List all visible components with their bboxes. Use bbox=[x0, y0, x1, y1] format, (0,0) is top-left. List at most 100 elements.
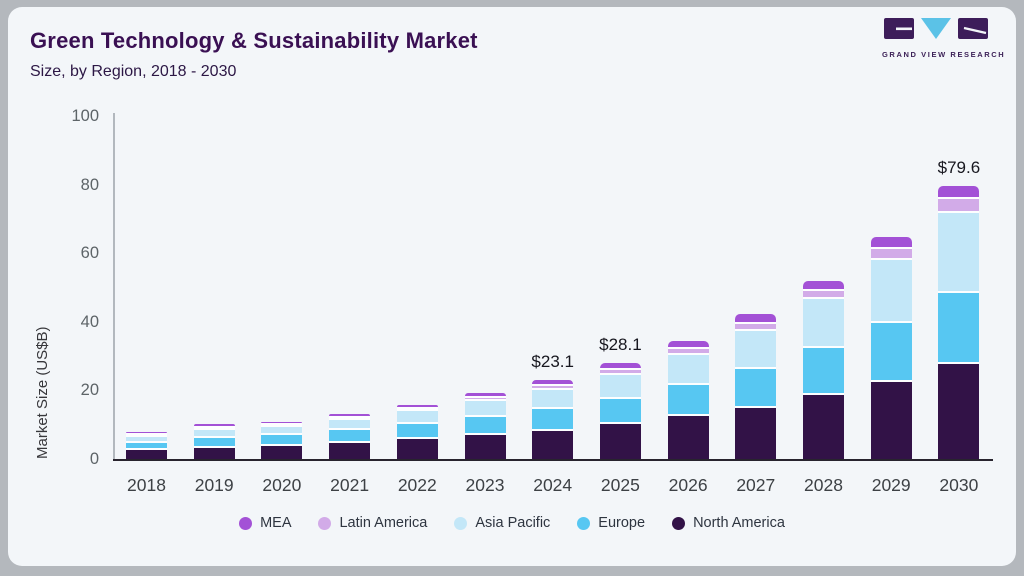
bar-segment-latin-america bbox=[938, 197, 980, 212]
bar-segment-north-america bbox=[396, 437, 438, 459]
bar-segment-north-america bbox=[735, 405, 777, 459]
legend-label-mea: MEA bbox=[260, 515, 292, 531]
x-tick-2028: 2028 bbox=[804, 475, 843, 495]
bar-2022 bbox=[396, 405, 438, 459]
x-tick-2029: 2029 bbox=[871, 475, 911, 495]
chart-plot-area: 0 20 40 60 80 100 2018 2019 2020 2021 2022 2023 $23.… bbox=[71, 107, 993, 495]
x-tick-2026: 2026 bbox=[668, 475, 708, 495]
legend-item-europe: Europe bbox=[577, 515, 645, 531]
legend-dot-asia-pacific bbox=[454, 516, 468, 530]
x-tick-2022: 2022 bbox=[397, 475, 437, 495]
legend-label-asia-pacific: Asia Pacific bbox=[475, 515, 551, 531]
bar-segment-mea bbox=[261, 421, 303, 424]
bar-segment-latin-america bbox=[464, 395, 506, 399]
legend-item-mea: MEA bbox=[239, 515, 291, 531]
bar-segment-north-america bbox=[938, 361, 980, 459]
bar-segment-asia-pacific bbox=[938, 211, 980, 291]
y-tick-100: 100 bbox=[71, 107, 99, 125]
bar-2025 bbox=[599, 362, 641, 459]
bar-value-label-2025: $28.1 bbox=[599, 334, 642, 354]
bar-segment-mea bbox=[870, 237, 912, 248]
grand-view-research-logo: GRAND VIEW RESEARCH bbox=[882, 18, 1006, 59]
bar-segment-latin-america bbox=[261, 423, 303, 426]
legend-label-north-america: North America bbox=[693, 515, 785, 531]
legend-item-north-america: North America bbox=[672, 515, 785, 531]
bar-segment-asia-pacific bbox=[667, 352, 709, 383]
chart-legend: MEA Latin America Asia Pacific Europe North … bbox=[8, 515, 1016, 531]
bar-segment-latin-america bbox=[803, 288, 844, 298]
x-axis-line bbox=[113, 459, 993, 461]
bar-segment-europe bbox=[532, 406, 574, 429]
bar-2021 bbox=[329, 413, 371, 459]
bar-segment-europe bbox=[329, 427, 371, 441]
bar-segment-asia-pacific bbox=[193, 427, 235, 437]
y-axis-line bbox=[113, 113, 115, 459]
bar-segment-asia-pacific bbox=[870, 258, 912, 321]
report-card: Green Technology & Sustainability Market… bbox=[8, 7, 1016, 566]
legend-dot-latin-america bbox=[318, 516, 332, 530]
bar-segment-europe bbox=[193, 436, 235, 446]
bar-segment-north-america bbox=[126, 448, 167, 459]
bar-segment-north-america bbox=[464, 433, 506, 459]
bar-2019 bbox=[193, 424, 235, 459]
bar-segment-europe bbox=[938, 290, 980, 362]
bar-segment-latin-america bbox=[532, 384, 574, 388]
bar-segment-europe bbox=[599, 396, 641, 423]
gvr-logo-icon bbox=[884, 18, 988, 39]
bar-segment-north-america bbox=[193, 445, 235, 459]
legend-label-latin-america: Latin America bbox=[339, 515, 428, 531]
bar-segment-latin-america bbox=[735, 322, 777, 330]
y-tick-60: 60 bbox=[80, 244, 99, 263]
x-tick-2023: 2023 bbox=[465, 475, 505, 495]
legend-dot-mea bbox=[239, 516, 253, 530]
bar-segment-europe bbox=[870, 320, 912, 380]
y-tick-40: 40 bbox=[80, 312, 99, 331]
bar-segment-europe bbox=[261, 433, 303, 444]
bar-segment-north-america bbox=[329, 440, 371, 459]
bar-segment-europe bbox=[803, 346, 844, 394]
bar-segment-mea bbox=[396, 405, 438, 408]
bar-segment-asia-pacific bbox=[803, 297, 844, 347]
y-tick-20: 20 bbox=[80, 381, 99, 400]
bar-segment-north-america bbox=[599, 422, 641, 459]
y-tick-80: 80 bbox=[80, 175, 99, 194]
bar-2029 bbox=[870, 237, 912, 459]
bar-segment-europe bbox=[126, 440, 167, 449]
bar-segment-mea bbox=[599, 362, 641, 369]
bar-segment-mea bbox=[938, 186, 980, 198]
x-tick-2025: 2025 bbox=[600, 475, 640, 495]
bar-segment-asia-pacific bbox=[396, 409, 438, 422]
bar-segment-north-america bbox=[870, 379, 912, 459]
bar-segment-asia-pacific bbox=[735, 329, 777, 367]
bar-value-label-2024: $23.1 bbox=[531, 351, 574, 371]
bar-segment-mea bbox=[464, 393, 506, 396]
x-tick-2020: 2020 bbox=[262, 475, 302, 495]
page-title: Green Technology & Sustainability Market bbox=[30, 28, 478, 53]
bar-2028 bbox=[803, 280, 844, 459]
legend-item-latin-america: Latin America bbox=[318, 515, 427, 531]
bar-segment-asia-pacific bbox=[261, 425, 303, 434]
bar-segment-asia-pacific bbox=[464, 398, 506, 415]
bar-segment-mea bbox=[193, 424, 235, 426]
y-tick-0: 0 bbox=[89, 450, 99, 468]
bar-segment-latin-america bbox=[870, 247, 912, 259]
bar-segment-mea bbox=[667, 340, 709, 348]
bar-segment-latin-america bbox=[667, 347, 709, 353]
bar-segment-asia-pacific bbox=[126, 435, 167, 441]
bar-segment-mea bbox=[735, 313, 777, 323]
bar-segment-asia-pacific bbox=[599, 372, 641, 397]
gvr-logo-text: GRAND VIEW RESEARCH bbox=[882, 50, 1006, 59]
bar-segment-asia-pacific bbox=[329, 417, 371, 428]
bar-2027 bbox=[735, 313, 777, 459]
y-axis-title: Market Size (US$B) bbox=[34, 326, 51, 459]
bar-2020 bbox=[261, 421, 303, 459]
bar-value-label-2030: $79.6 bbox=[937, 157, 981, 177]
x-tick-2018: 2018 bbox=[127, 475, 166, 495]
bar-segment-europe bbox=[396, 421, 438, 438]
legend-item-asia-pacific: Asia Pacific bbox=[454, 515, 550, 531]
page-subtitle: Size, by Region, 2018 - 2030 bbox=[30, 63, 237, 80]
x-tick-2030: 2030 bbox=[939, 475, 979, 495]
bar-segment-latin-america bbox=[396, 407, 438, 410]
bar-segment-latin-america bbox=[599, 368, 641, 373]
